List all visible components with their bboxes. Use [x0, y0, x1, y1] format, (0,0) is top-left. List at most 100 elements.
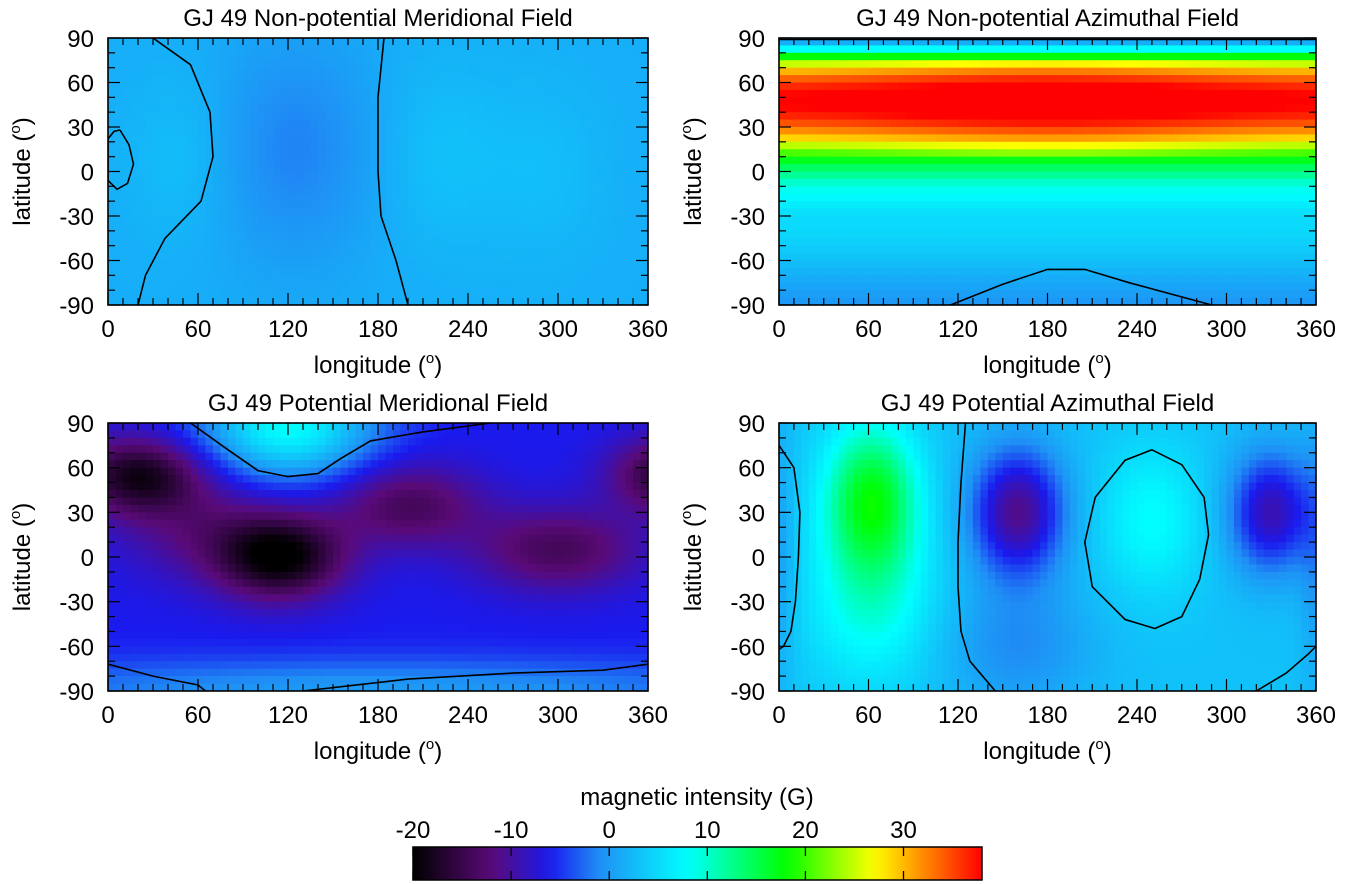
heatmap-cell — [1084, 104, 1093, 113]
heatmap-cell — [430, 75, 439, 84]
heatmap-cell — [1219, 178, 1228, 187]
heatmap-cell — [1010, 267, 1019, 276]
heatmap-cell — [950, 208, 959, 217]
heatmap-cell — [130, 141, 139, 150]
heatmap-cell — [213, 297, 222, 305]
heatmap-cell — [198, 171, 207, 180]
heatmap-cell — [385, 223, 394, 232]
heatmap-cell — [348, 216, 357, 225]
heatmap-cell — [498, 67, 507, 76]
heatmap-cell — [400, 260, 409, 269]
heatmap-cell — [1196, 245, 1205, 254]
heatmap-cell — [1256, 164, 1265, 173]
heatmap-cell — [1047, 245, 1056, 254]
heatmap-cell — [520, 60, 529, 69]
heatmap-cell — [808, 275, 817, 284]
heatmap-cell — [543, 82, 552, 91]
heatmap-cell — [1189, 75, 1198, 84]
heatmap-cell — [535, 245, 544, 254]
heatmap-cell — [786, 45, 795, 54]
heatmap-cell — [1263, 260, 1272, 269]
heatmap-cell — [853, 171, 862, 180]
heatmap-cell — [1293, 60, 1302, 69]
heatmap-cell — [243, 127, 252, 136]
heatmap-cell — [898, 119, 907, 128]
heatmap-cell — [1286, 208, 1295, 217]
heatmap-cell — [115, 104, 124, 113]
heatmap-cell — [618, 52, 627, 61]
heatmap-cell — [363, 134, 372, 143]
heatmap-cell — [483, 230, 492, 239]
heatmap-cell — [453, 134, 462, 143]
heatmap-cell — [535, 75, 544, 84]
heatmap-cell — [400, 223, 409, 232]
heatmap-cell — [875, 245, 885, 254]
heatmap-cell — [610, 253, 619, 262]
heatmap-cell — [528, 186, 537, 195]
heatmap-cell — [153, 275, 162, 284]
heatmap-cell — [303, 260, 312, 269]
heatmap-cell — [490, 45, 499, 54]
heatmap-cell — [288, 89, 297, 98]
heatmap-cell — [520, 52, 529, 61]
heatmap-cell — [1226, 38, 1235, 47]
heatmap-cell — [528, 216, 537, 225]
heatmap-cell — [468, 282, 477, 291]
heatmap-cell — [543, 67, 552, 76]
heatmap-cell — [1129, 171, 1138, 180]
heatmap-cell — [1196, 119, 1205, 128]
heatmap-cell — [595, 141, 604, 150]
heatmap-cell — [108, 275, 117, 284]
heatmap-cell — [513, 75, 522, 84]
heatmap-cell — [1271, 156, 1280, 165]
heatmap-cell — [928, 38, 937, 47]
heatmap-cell — [498, 141, 507, 150]
heatmap-cell — [138, 127, 147, 136]
heatmap-cell — [972, 156, 981, 165]
heatmap-cell — [205, 141, 214, 150]
heatmap-cell — [920, 275, 929, 284]
heatmap-cell — [520, 245, 529, 254]
heatmap-cell — [808, 119, 817, 128]
heatmap-cell — [808, 97, 817, 106]
heatmap-cell — [935, 260, 944, 269]
heatmap-cell — [1137, 149, 1146, 158]
heatmap-cell — [972, 141, 981, 150]
heatmap-cell — [108, 208, 117, 217]
heatmap-cell — [610, 193, 619, 202]
heatmap-cell — [340, 275, 349, 284]
heatmap-cell — [250, 52, 259, 61]
heatmap-cell — [610, 89, 619, 98]
heatmap-cell — [310, 216, 319, 225]
heatmap-cell — [1129, 164, 1138, 173]
heatmap-cell — [831, 171, 840, 180]
heatmap-cell — [333, 253, 342, 262]
heatmap-cell — [528, 82, 537, 91]
heatmap-cell — [898, 67, 907, 76]
heatmap-cell — [625, 127, 634, 136]
heatmap-cell — [235, 171, 244, 180]
heatmap-cell — [318, 75, 327, 84]
heatmap-cell — [355, 193, 364, 202]
heatmap-cell — [363, 75, 372, 84]
heatmap-cell — [1137, 275, 1146, 284]
heatmap-cell — [220, 134, 229, 143]
heatmap-cell — [430, 282, 439, 291]
heatmap-cell — [853, 112, 862, 121]
heatmap-cell — [1137, 119, 1146, 128]
heatmap-cell — [438, 75, 447, 84]
heatmap-cell — [853, 186, 862, 195]
heatmap-cell — [987, 119, 996, 128]
heatmap-cell — [1092, 67, 1101, 76]
heatmap-cell — [1122, 201, 1131, 210]
heatmap-cell — [190, 149, 199, 158]
heatmap-cell — [823, 119, 832, 128]
heatmap-cell — [1129, 208, 1138, 217]
heatmap-cell — [1069, 275, 1078, 284]
heatmap-cell — [1233, 149, 1243, 158]
heatmap-cell — [528, 119, 537, 128]
heatmap-cell — [280, 60, 289, 69]
heatmap-cell — [468, 156, 477, 165]
heatmap-cell — [913, 60, 922, 69]
heatmap-cell — [846, 275, 855, 284]
